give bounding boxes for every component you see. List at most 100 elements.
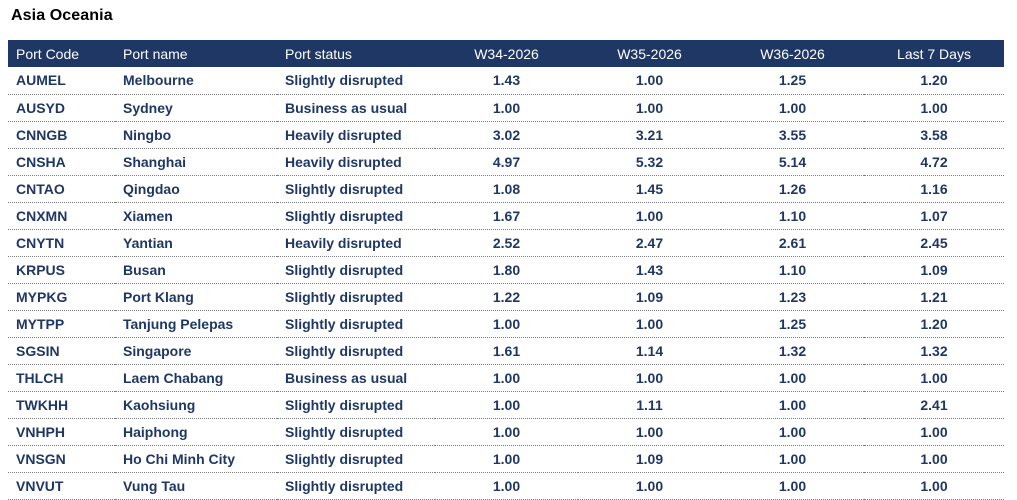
header-row: Port Code Port name Port status W34-2026… — [8, 40, 1004, 67]
port-name-cell: Sydney — [115, 94, 277, 122]
port-code-cell: AUSYD — [8, 94, 115, 122]
w34-value-cell: 1.00 — [435, 94, 578, 122]
port-name-cell: Vung Tau — [115, 472, 277, 500]
port-code-cell: CNSHA — [8, 148, 115, 176]
last-7-days-value-cell: 1.32 — [864, 337, 1004, 365]
port-status-cell: Slightly disrupted — [277, 445, 435, 473]
port-status-cell: Heavily disrupted — [277, 229, 435, 257]
last-7-days-value-cell: 1.00 — [864, 94, 1004, 122]
w35-value-cell: 1.11 — [578, 391, 721, 419]
table-row: CNXMN Xiamen Slightly disrupted 1.67 1.00 1.1… — [8, 202, 1004, 230]
w35-value-cell: 5.32 — [578, 148, 721, 176]
w34-value-cell: 1.00 — [435, 445, 578, 473]
port-status-table: Port Code Port name Port status W34-2026… — [8, 40, 1004, 500]
w34-value-cell: 1.61 — [435, 337, 578, 365]
table-row: KRPUS Busan Slightly disrupted 1.80 1.43 1.10… — [8, 256, 1004, 284]
last-7-days-value-cell: 1.07 — [864, 202, 1004, 230]
table-row: MYTPP Tanjung Pelepas Slightly disrupted 1.… — [8, 310, 1004, 338]
w36-value-cell: 1.10 — [721, 256, 864, 284]
header-port-status: Port status — [285, 45, 352, 62]
w36-value-cell: 2.61 — [721, 229, 864, 257]
port-name-cell: Ho Chi Minh City — [115, 445, 277, 473]
last-7-days-value-cell: 1.00 — [864, 445, 1004, 473]
port-name-cell: Singapore — [115, 337, 277, 365]
w34-value-cell: 1.08 — [435, 175, 578, 203]
port-code-cell: THLCH — [8, 364, 115, 392]
port-code-cell: TWKHH — [8, 391, 115, 419]
w34-value-cell: 1.00 — [435, 310, 578, 338]
w35-value-cell: 1.00 — [578, 94, 721, 122]
last-7-days-value-cell: 1.00 — [864, 472, 1004, 500]
table-row: VNSGN Ho Chi Minh City Slightly disrupted 1… — [8, 445, 1004, 473]
w36-value-cell: 1.25 — [721, 67, 864, 95]
w34-value-cell: 1.80 — [435, 256, 578, 284]
port-name-cell: Shanghai — [115, 148, 277, 176]
table-row: CNNGB Ningbo Heavily disrupted 3.02 3.21 3.55… — [8, 121, 1004, 149]
port-status-cell: Slightly disrupted — [277, 337, 435, 365]
port-status-cell: Slightly disrupted — [277, 391, 435, 419]
table-row: MYPKG Port Klang Slightly disrupted 1.22 1.0… — [8, 283, 1004, 311]
w36-value-cell: 1.00 — [721, 445, 864, 473]
port-status-cell: Heavily disrupted — [277, 121, 435, 149]
w34-value-cell: 1.00 — [435, 472, 578, 500]
port-status-cell: Slightly disrupted — [277, 67, 435, 95]
port-code-cell: SGSIN — [8, 337, 115, 365]
w36-value-cell: 1.10 — [721, 202, 864, 230]
port-status-cell: Slightly disrupted — [277, 310, 435, 338]
table-row: VNHPH Haiphong Slightly disrupted 1.00 1.00 1… — [8, 418, 1004, 446]
last-7-days-value-cell: 4.72 — [864, 148, 1004, 176]
table-row: AUSYD Sydney Business as usual 1.00 1.00 1.00… — [8, 94, 1004, 122]
port-status-cell: Slightly disrupted — [277, 202, 435, 230]
port-table-container: Port Code Port name Port status W34-2026… — [8, 40, 1004, 500]
port-status-cell: Slightly disrupted — [277, 283, 435, 311]
w34-value-cell: 1.43 — [435, 67, 578, 95]
port-name-cell: Melbourne — [115, 67, 277, 95]
w36-value-cell: 1.32 — [721, 337, 864, 365]
w36-value-cell: 1.23 — [721, 283, 864, 311]
table-header: Port Code Port name Port status W34-2026… — [8, 40, 1004, 67]
w34-value-cell: 1.22 — [435, 283, 578, 311]
port-status-cell: Slightly disrupted — [277, 256, 435, 284]
port-name-cell: Qingdao — [115, 175, 277, 203]
w35-value-cell: 1.09 — [578, 445, 721, 473]
w36-value-cell: 1.00 — [721, 94, 864, 122]
w36-value-cell: 1.00 — [721, 391, 864, 419]
w35-value-cell: 1.43 — [578, 256, 721, 284]
w35-value-cell: 1.14 — [578, 337, 721, 365]
w35-value-cell: 1.00 — [578, 67, 721, 95]
header-w34: W34-2026 — [474, 45, 539, 62]
port-code-cell: VNSGN — [8, 445, 115, 473]
w36-value-cell: 5.14 — [721, 148, 864, 176]
port-code-cell: CNNGB — [8, 121, 115, 149]
w35-value-cell: 1.00 — [578, 202, 721, 230]
port-status-cell: Slightly disrupted — [277, 175, 435, 203]
w36-value-cell: 1.00 — [721, 472, 864, 500]
port-code-cell: KRPUS — [8, 256, 115, 284]
last-7-days-value-cell: 1.20 — [864, 67, 1004, 95]
w34-value-cell: 1.00 — [435, 418, 578, 446]
w35-value-cell: 1.00 — [578, 418, 721, 446]
last-7-days-value-cell: 2.45 — [864, 229, 1004, 257]
region-title: Asia Oceania — [11, 7, 113, 24]
table-row: VNVUT Vung Tau Slightly disrupted 1.00 1.00 1… — [8, 472, 1004, 500]
last-7-days-value-cell: 1.00 — [864, 364, 1004, 392]
w35-value-cell: 1.45 — [578, 175, 721, 203]
port-code-cell: CNTAO — [8, 175, 115, 203]
w36-value-cell: 1.26 — [721, 175, 864, 203]
port-code-cell: CNXMN — [8, 202, 115, 230]
table-row: AUMEL Melbourne Slightly disrupted 1.43 1.00… — [8, 67, 1004, 95]
w35-value-cell: 1.00 — [578, 364, 721, 392]
last-7-days-value-cell: 1.16 — [864, 175, 1004, 203]
port-name-cell: Tanjung Pelepas — [115, 310, 277, 338]
port-code-cell: AUMEL — [8, 67, 115, 95]
w34-value-cell: 1.00 — [435, 364, 578, 392]
port-name-cell: Laem Chabang — [115, 364, 277, 392]
table-row: TWKHH Kaohsiung Slightly disrupted 1.00 1.11… — [8, 391, 1004, 419]
port-code-cell: VNVUT — [8, 472, 115, 500]
port-name-cell: Kaohsiung — [115, 391, 277, 419]
w36-value-cell: 1.25 — [721, 310, 864, 338]
port-status-cell: Slightly disrupted — [277, 418, 435, 446]
port-status-cell: Business as usual — [277, 364, 435, 392]
w36-value-cell: 3.55 — [721, 121, 864, 149]
w34-value-cell: 4.97 — [435, 148, 578, 176]
